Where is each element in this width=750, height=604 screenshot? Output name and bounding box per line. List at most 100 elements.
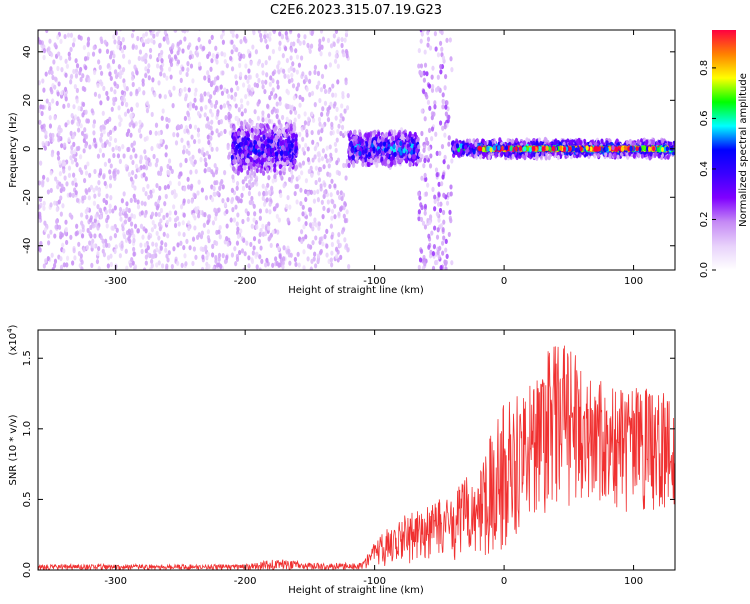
spectrogram-cell [230,87,234,93]
spectrogram-cell [333,183,337,189]
spectrogram-cell [108,141,112,147]
spectrogram-cell [337,123,341,129]
spectrogram-cell [252,161,256,167]
spectrogram-cell [101,152,105,158]
spectrogram-cell [102,174,106,180]
spectrogram-cell [171,43,175,49]
spectrogram-cell [317,177,322,183]
spectrogram-cell [268,201,272,207]
spectrogram-cell [163,30,167,36]
spectrogram-cell [250,195,254,202]
spectrogram-cell [42,263,46,269]
spectrogram-cell [131,71,135,77]
spectrogram-cell [44,258,48,264]
spectrogram-cell [69,234,73,240]
spectrogram-cell [309,43,314,49]
spectrogram-cell [174,140,179,146]
spectrogram-cell [97,180,101,186]
spectrogram-cell [417,209,421,215]
spectrogram-cell [163,184,168,191]
spectrogram-cell [144,176,148,182]
spectrogram-cell [305,86,309,92]
spectrogram-cell [439,223,443,229]
spectrogram-cell [199,93,203,99]
spectrogram-cell [284,30,288,36]
spectrogram-cell [200,187,204,193]
spectrogram-cell [40,110,44,117]
spectrogram-cell [377,131,381,137]
spectrogram-cell [68,55,72,61]
spectrogram-cell [118,121,122,127]
spectrogram-cell [279,192,283,199]
spectrogram-cell [224,115,228,121]
spectrogram-cell [259,32,263,39]
spectrogram-cell [305,132,309,138]
spectrogram-cell [129,197,133,203]
spectrogram-cell [294,140,298,147]
spectrogram-cell [73,114,78,120]
spectrogram-cell [441,240,445,246]
spectrogram-cell [60,143,64,149]
spectrogram-cell [258,254,262,260]
spectrogram-cell [119,216,123,222]
spectrogram-cell [154,130,158,136]
spectrogram-cell [129,132,133,138]
spectrogram-cell [144,228,148,234]
spectrogram-cell [147,75,151,81]
spectrogram-cell [449,56,453,62]
spectrogram-cell [129,113,133,119]
spectrogram-cell [154,122,159,128]
spectrogram-cell [450,158,454,164]
spectrogram-cell [419,63,424,69]
spectrogram-cell [206,134,210,140]
spectrogram-cell [234,144,239,151]
spectrogram-cell [140,248,144,255]
spectrogram-cell [236,212,240,218]
spectrogram-cell [249,60,253,66]
spectrogram-cell [431,251,436,257]
spectrogram-cell [265,197,269,203]
spectrogram-cell [187,87,191,93]
spectrogram-cell [162,214,166,221]
spectrogram-cell [210,252,215,258]
spectrogram-cell [42,205,46,211]
spectrogram-cell [67,172,72,178]
spectrogram-cell [211,52,215,59]
spectrogram-cell [259,122,263,129]
spectrogram-cell [296,82,301,88]
spectrogram-cell [112,100,116,107]
spectrogram-cell [269,75,273,81]
spectrogram-cell [80,259,84,265]
spectrogram-cell [238,147,242,154]
spectrogram-cell [310,172,314,179]
spectrogram-cell [423,203,428,210]
spectrogram-cell [392,143,396,150]
spectrogram-cell [133,264,138,270]
spectrogram-cell [163,201,167,207]
spectrogram-cell [57,130,61,136]
spectrogram-cell [207,238,211,244]
spectrogram-cell [436,227,440,233]
spectrogram-cell [53,200,57,206]
spectrogram-cell [422,77,426,83]
spectrogram-cell [98,64,102,71]
spectrogram-cell [343,237,347,243]
spectrogram-cell [294,164,298,171]
spectrogram-cell [351,154,355,160]
spectrogram-cell [38,180,42,186]
spectrogram-cell [292,121,296,127]
spectrogram-cell [135,102,140,108]
spectrogram-cell [312,189,317,196]
spectrogram-cell [280,114,285,121]
spectrogram-cell [150,111,154,118]
spectrogram-cell [277,69,281,75]
spectrogram-cell [155,205,159,211]
spectrogram-cell [159,138,163,144]
spectrogram-cell [38,107,41,114]
spectrogram-cell [44,130,48,136]
spectrogram-cell [336,190,340,196]
spectrogram-cell [239,228,243,234]
spectrogram-cell [195,45,199,51]
spectrogram-cell [122,53,126,59]
spectrogram-cell [430,74,434,80]
